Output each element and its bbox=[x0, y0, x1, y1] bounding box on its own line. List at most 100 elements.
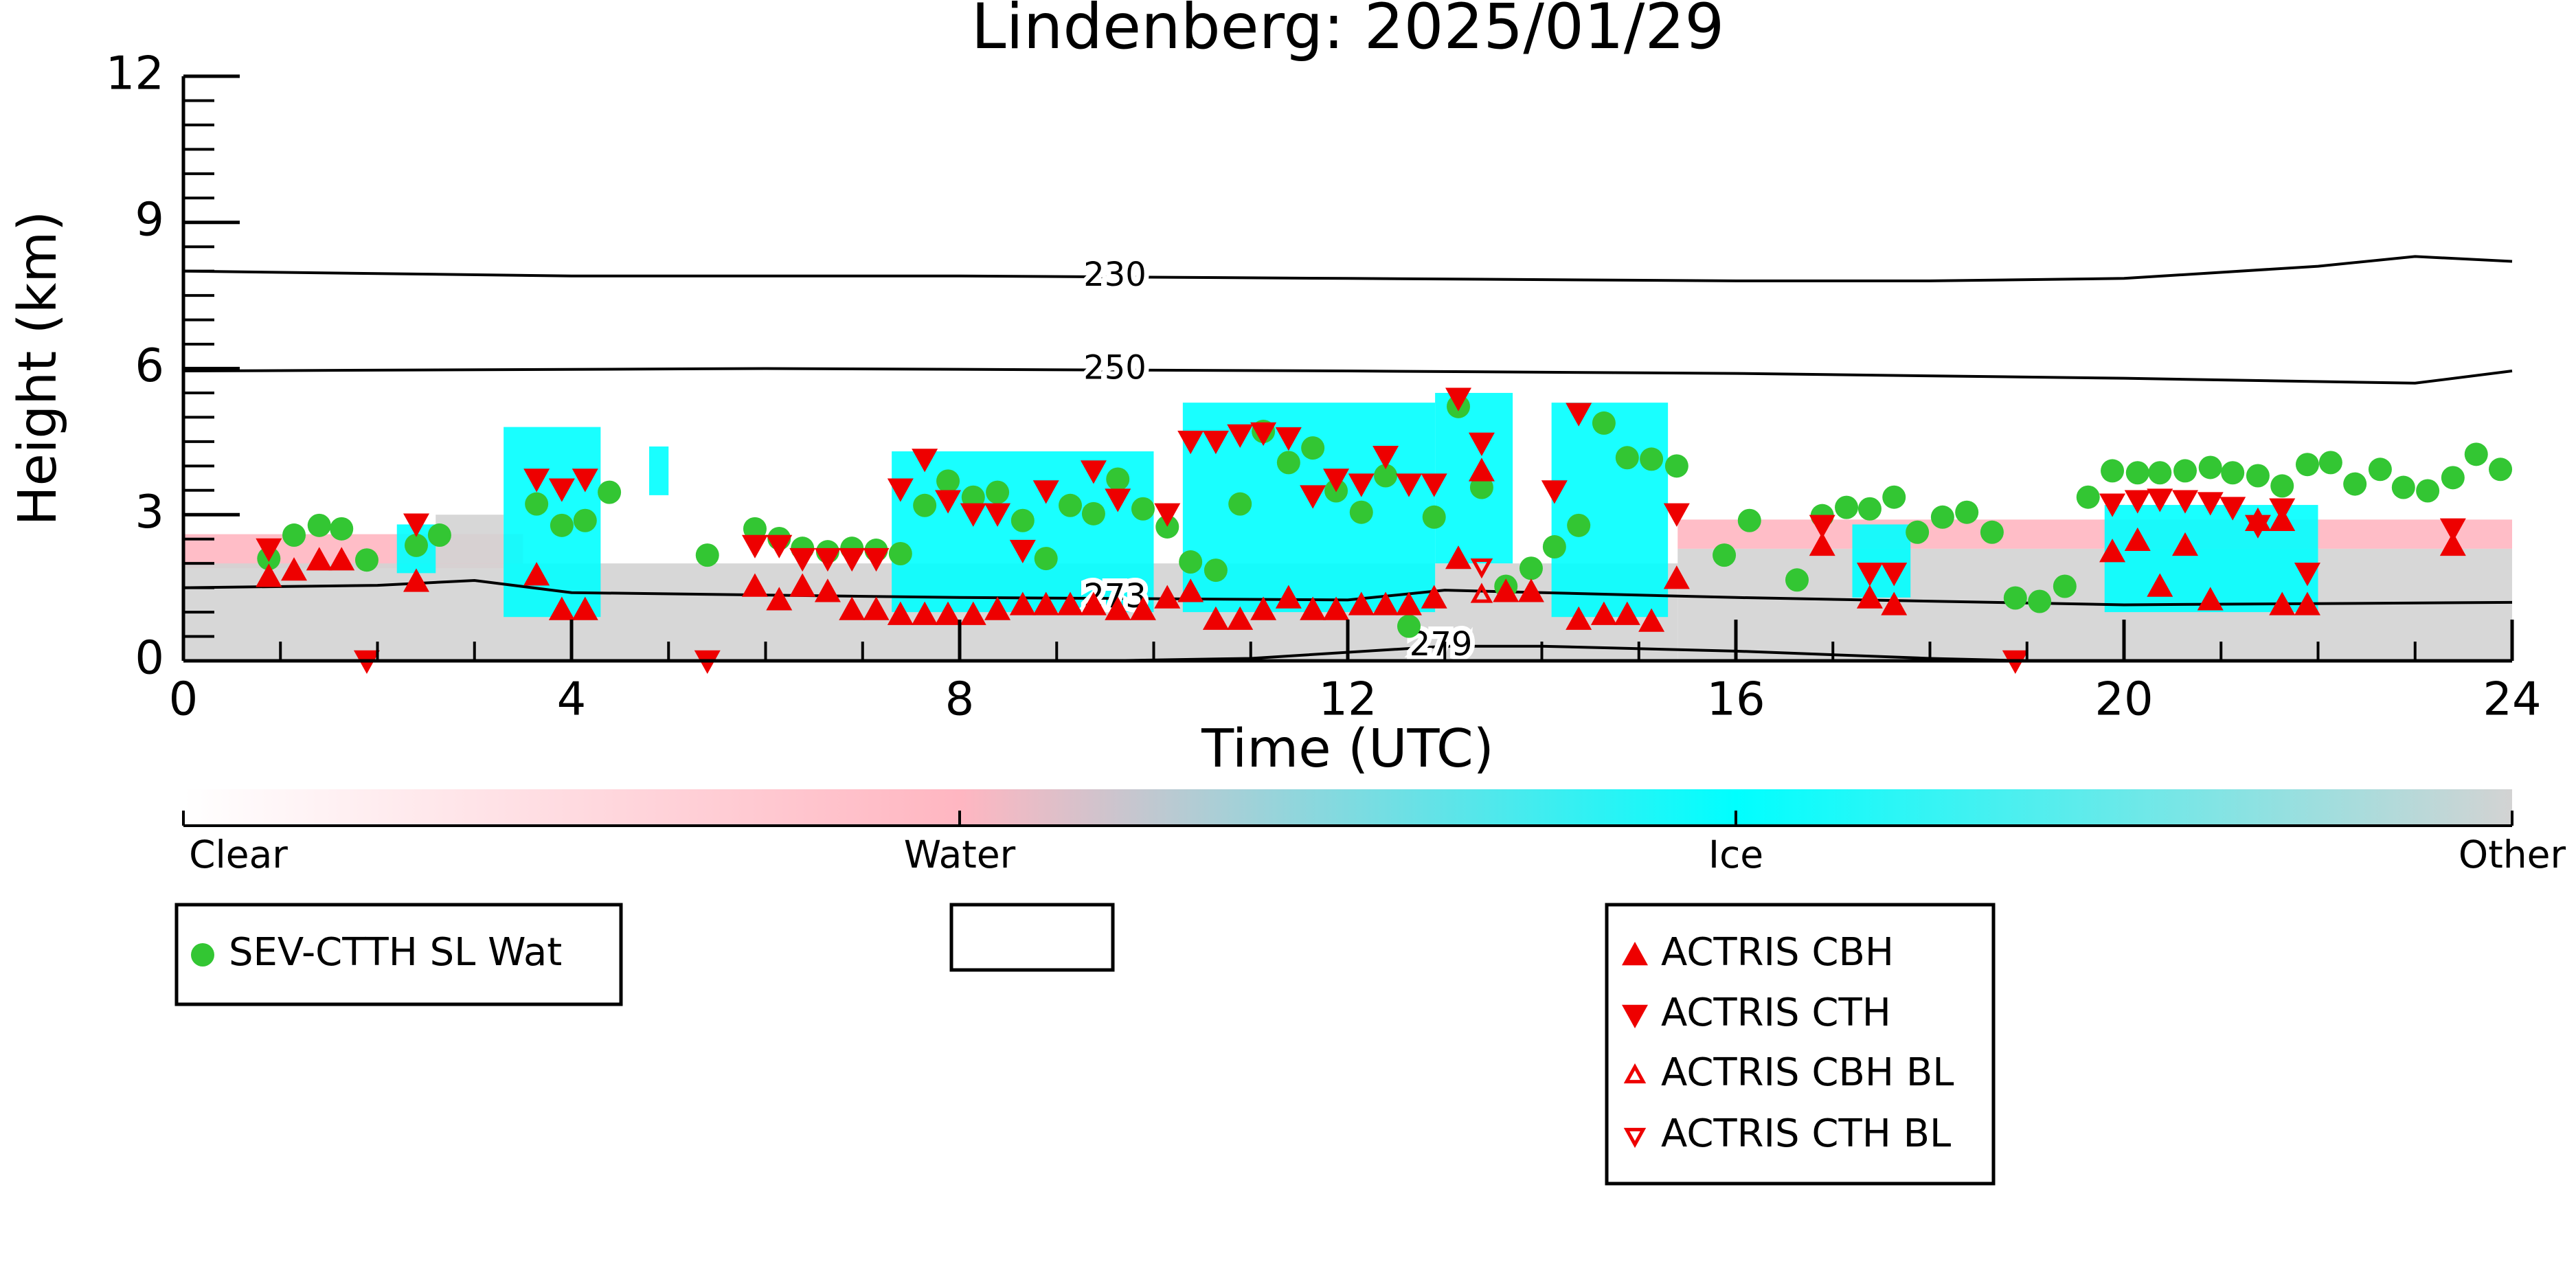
data-point bbox=[330, 517, 354, 541]
data-point bbox=[2294, 591, 2320, 615]
data-point bbox=[888, 541, 912, 565]
data-point bbox=[2295, 453, 2319, 477]
data-point bbox=[2147, 573, 2173, 597]
data-point bbox=[1081, 501, 1105, 526]
data-point bbox=[256, 538, 282, 562]
data-point bbox=[1835, 495, 1859, 519]
data-point bbox=[695, 543, 719, 567]
data-point bbox=[2391, 475, 2415, 499]
y-tick-label: 12 bbox=[106, 47, 164, 100]
data-point bbox=[766, 587, 793, 611]
data-point bbox=[1930, 505, 1954, 529]
legend-label: ACTRIS CTH bbox=[1661, 991, 1891, 1035]
data-point bbox=[1663, 565, 1690, 589]
data-point bbox=[2439, 532, 2466, 556]
data-point bbox=[2441, 466, 2465, 490]
data-point bbox=[2124, 527, 2151, 552]
colorbar-label: Water bbox=[904, 833, 1016, 877]
data-point bbox=[814, 547, 841, 572]
data-point bbox=[354, 548, 379, 572]
data-point bbox=[1227, 424, 1254, 448]
markers bbox=[191, 387, 2513, 1149]
data-point bbox=[523, 468, 550, 493]
data-point bbox=[1275, 427, 1302, 451]
data-point bbox=[1275, 585, 1302, 609]
legend-marker bbox=[1622, 942, 1648, 966]
data-point bbox=[2101, 459, 2125, 483]
data-point bbox=[1566, 606, 1592, 630]
data-point bbox=[2219, 497, 2246, 521]
data-point bbox=[863, 596, 890, 620]
data-point bbox=[523, 562, 550, 586]
data-point bbox=[281, 557, 308, 581]
data-point bbox=[2343, 472, 2367, 496]
data-point bbox=[1566, 403, 1592, 427]
legend-box bbox=[174, 903, 623, 1006]
data-point bbox=[2099, 493, 2126, 517]
data-point bbox=[573, 508, 597, 532]
data-point bbox=[328, 547, 355, 571]
y-tick-label: 3 bbox=[135, 485, 164, 539]
data-point bbox=[1445, 387, 1472, 411]
data-point bbox=[2368, 457, 2392, 482]
legend-label: ACTRIS CBH BL bbox=[1661, 1050, 1954, 1095]
data-point bbox=[814, 578, 841, 602]
data-point bbox=[1469, 475, 1493, 499]
data-point bbox=[1421, 473, 1447, 497]
data-point bbox=[2125, 461, 2149, 485]
contour-line bbox=[183, 255, 2513, 282]
data-point bbox=[1856, 585, 1883, 609]
data-point bbox=[1202, 430, 1229, 455]
data-point bbox=[2028, 589, 2052, 613]
data-point bbox=[2099, 539, 2126, 563]
data-point bbox=[2269, 498, 2296, 522]
axes: 0 4 8 12 16 20 24 0 3 6 9 12 bbox=[106, 47, 2542, 726]
data-point bbox=[1422, 505, 1446, 529]
data-point bbox=[1010, 508, 1035, 532]
data-point bbox=[1881, 563, 1908, 587]
data-point bbox=[1106, 467, 1130, 491]
data-point bbox=[1590, 601, 1617, 625]
contour-label: 230 bbox=[1083, 256, 1146, 294]
x-tick-label: 0 bbox=[169, 673, 199, 726]
data-point bbox=[1323, 596, 1350, 620]
data-point bbox=[1372, 445, 1399, 470]
x-tick-label: 20 bbox=[2094, 673, 2153, 726]
data-point bbox=[1349, 500, 1373, 524]
data-point bbox=[2439, 518, 2466, 542]
data-point bbox=[2489, 457, 2513, 482]
data-point bbox=[1541, 480, 1568, 504]
data-point bbox=[2171, 532, 2198, 556]
data-point bbox=[1421, 585, 1447, 609]
data-point bbox=[986, 480, 1010, 504]
data-point bbox=[863, 547, 890, 572]
data-point bbox=[256, 563, 282, 587]
data-point bbox=[1348, 591, 1375, 615]
data-point bbox=[2318, 451, 2342, 475]
legend-marker bbox=[1622, 1004, 1648, 1028]
data-point bbox=[1177, 578, 1204, 602]
data-point bbox=[306, 547, 332, 571]
data-point bbox=[1809, 515, 1835, 539]
data-point bbox=[960, 503, 986, 527]
data-point bbox=[1857, 497, 1882, 521]
data-point bbox=[1470, 583, 1493, 603]
data-point bbox=[1470, 558, 1493, 579]
data-point bbox=[1881, 591, 1908, 615]
cloud-region bbox=[1677, 519, 2512, 549]
data-point bbox=[741, 534, 768, 558]
legend-label: SEV-CTTH SL Wat bbox=[229, 930, 562, 975]
data-point bbox=[743, 517, 767, 541]
data-point bbox=[1348, 473, 1375, 497]
data-point bbox=[1980, 520, 2004, 544]
data-point bbox=[961, 485, 985, 509]
data-point bbox=[1468, 432, 1495, 457]
contour-line bbox=[183, 367, 2513, 385]
data-point bbox=[1468, 457, 1495, 482]
data-point bbox=[1713, 543, 1737, 567]
data-point bbox=[1177, 430, 1204, 455]
data-point bbox=[1300, 596, 1326, 620]
data-point bbox=[2464, 442, 2488, 466]
data-point bbox=[1080, 460, 1107, 484]
data-point bbox=[1301, 436, 1325, 460]
